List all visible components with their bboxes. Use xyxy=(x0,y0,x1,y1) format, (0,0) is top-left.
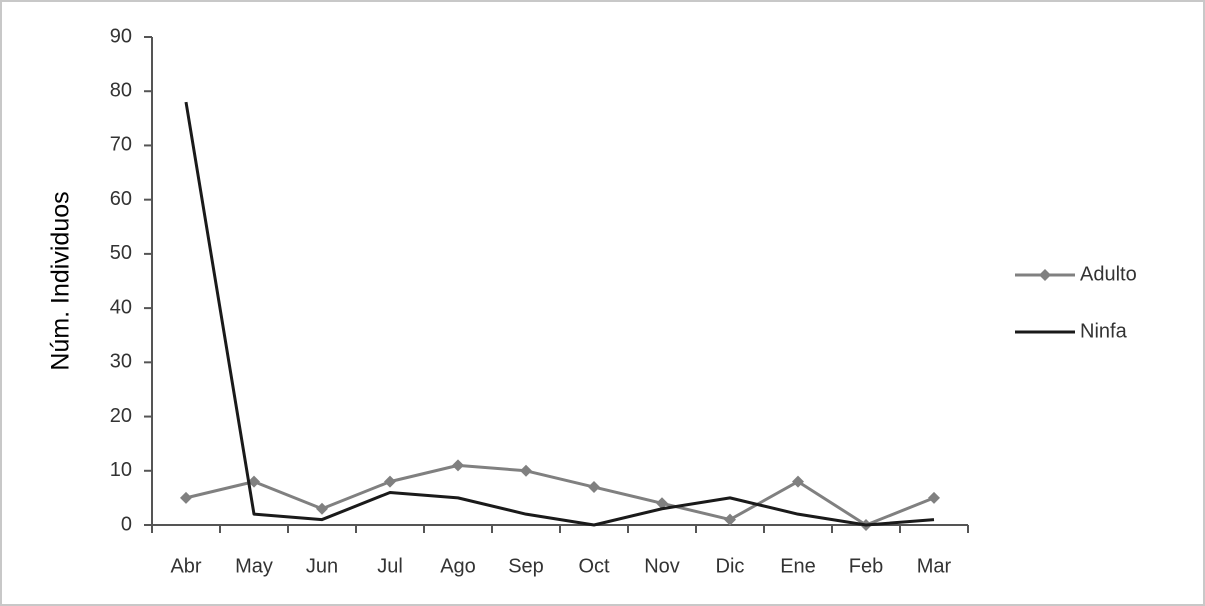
data-point xyxy=(724,513,736,526)
data-point xyxy=(928,491,940,504)
series-line xyxy=(184,101,935,527)
y-tick-label: 0 xyxy=(121,513,132,535)
y-tick-label: 80 xyxy=(110,80,132,102)
y-tick-label: 30 xyxy=(110,351,132,373)
legend-marker xyxy=(1039,269,1051,281)
series-line xyxy=(185,463,935,527)
data-point xyxy=(452,459,464,472)
data-point xyxy=(656,497,668,510)
legend-label: Adulto xyxy=(1080,263,1137,285)
x-tick-label: Ene xyxy=(780,555,816,577)
x-tick-label: Nov xyxy=(644,555,680,577)
y-tick-label: 70 xyxy=(110,134,132,156)
x-tick-label: Oct xyxy=(578,555,610,577)
data-point xyxy=(248,475,260,488)
y-tick-label: 90 xyxy=(110,25,132,47)
x-tick-label: Jul xyxy=(377,555,403,577)
x-tick-label: Ago xyxy=(440,555,476,577)
x-tick-label: Jun xyxy=(306,555,338,577)
y-tick-label: 50 xyxy=(110,242,132,264)
x-tick-label: Feb xyxy=(849,555,883,577)
x-tick-label: Mar xyxy=(917,555,952,577)
y-tick-label: 40 xyxy=(110,296,132,318)
y-axis-title: Núm. Individuos xyxy=(47,191,75,370)
y-tick-label: 10 xyxy=(110,459,132,481)
x-tick-label: Sep xyxy=(508,555,544,577)
data-point xyxy=(588,481,600,494)
x-tick-label: Abr xyxy=(170,555,201,577)
x-tick-label: May xyxy=(235,555,273,577)
x-tick-label: Dic xyxy=(716,555,745,577)
y-tick-label: 60 xyxy=(110,188,132,210)
data-point xyxy=(316,502,328,515)
data-point xyxy=(180,491,192,504)
legend-label: Ninfa xyxy=(1080,320,1128,342)
data-point xyxy=(384,475,396,488)
data-point xyxy=(520,464,532,477)
data-point xyxy=(792,475,804,488)
y-tick-label: 20 xyxy=(110,405,132,427)
